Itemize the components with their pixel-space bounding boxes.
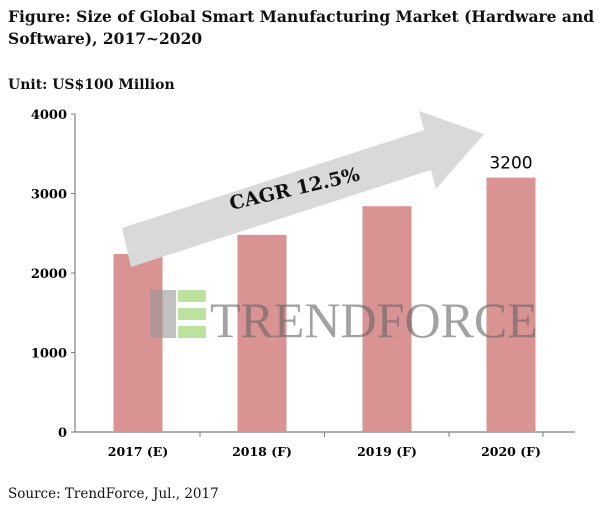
- cagr-arrow: CAGR 12.5%: [122, 111, 484, 267]
- data-label: 3200: [489, 154, 532, 174]
- bar-2017: [113, 253, 163, 432]
- y-tick-label: 0: [58, 426, 67, 441]
- figure-title: Figure: Size of Global Smart Manufacturi…: [8, 7, 595, 48]
- y-tick-label: 3000: [31, 188, 67, 203]
- x-tick-label: 2019 (F): [357, 444, 417, 459]
- bar-2019: [362, 206, 412, 432]
- y-tick-label: 1000: [31, 347, 67, 362]
- x-tick-label: 2020 (F): [481, 444, 541, 459]
- watermark-text: TRENDFORCE: [210, 292, 538, 348]
- x-tick-label: 2017 (E): [108, 444, 169, 459]
- trendforce-watermark: TRENDFORCE: [150, 290, 538, 348]
- bar-2018: [237, 234, 287, 432]
- bar-2020: [486, 177, 536, 432]
- x-tick-label: 2018 (F): [232, 444, 292, 459]
- unit-label: Unit: US$100 Million: [8, 77, 175, 93]
- source-note: Source: TrendForce, Jul., 2017: [8, 486, 219, 502]
- y-tick-label: 4000: [31, 108, 67, 123]
- y-tick-label: 2000: [31, 267, 67, 282]
- y-axis: 0 1000 2000 3000 4000: [31, 108, 575, 441]
